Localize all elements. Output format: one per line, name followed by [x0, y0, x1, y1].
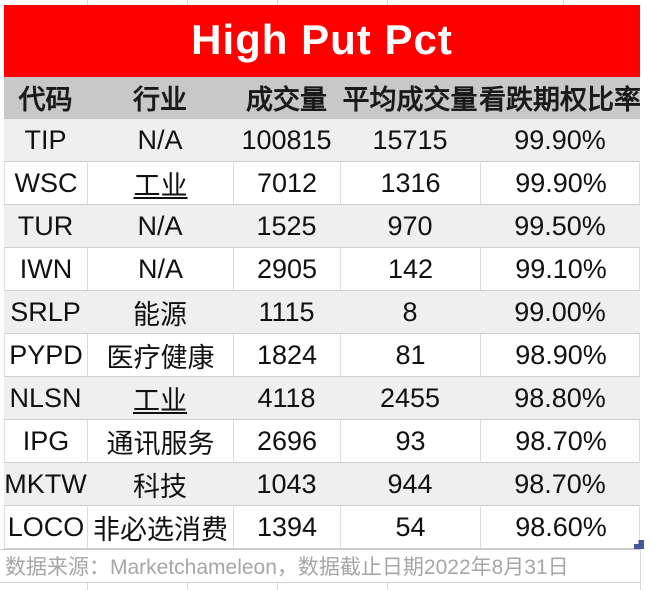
cell-volume: 2696: [234, 420, 341, 462]
cell-volume: 100815: [241, 124, 332, 155]
cell-industry: 非必选消费: [88, 506, 234, 548]
cell-volume: 1824: [234, 334, 341, 376]
cell-avg-volume: 970: [387, 210, 433, 241]
data-source-note: 数据来源：Marketchameleon，数据截止日期2022年8月31日: [0, 549, 640, 583]
column-header-volume: 成交量: [246, 85, 327, 115]
column-header-code: 代码: [18, 85, 73, 115]
table-row: TIP N/A 100815 15715 99.90%: [4, 119, 640, 162]
gridline: [87, 0, 88, 5]
cell-code: MKTW: [4, 468, 87, 499]
table-row: IWN N/A 2905 142 99.10%: [4, 248, 640, 291]
cell-put-pct: 98.80%: [514, 382, 606, 413]
industry-label: 医疗健康: [106, 342, 215, 373]
industry-label: 科技: [133, 471, 187, 502]
table-row: NLSN 工业 4118 2455 98.80%: [4, 377, 640, 420]
cell-volume: 1115: [258, 296, 315, 327]
cell-volume: 1525: [256, 210, 317, 241]
cell-put-pct: 99.90%: [515, 167, 607, 198]
gridline: [563, 0, 564, 5]
table-header-row: 代码 行业 成交量 平均成交量 看跌期权比率: [4, 77, 640, 119]
cell-code: NLSN: [9, 382, 82, 413]
cell-avg-volume: 1316: [341, 162, 481, 204]
table-title: High Put Pct: [4, 5, 640, 77]
cell-industry: 医疗健康: [88, 334, 234, 376]
table-body: TIP N/A 100815 15715 99.90% WSC 工业 7012 …: [4, 119, 640, 549]
industry-label: 能源: [133, 299, 187, 330]
industry-label: 工业: [133, 170, 188, 201]
cell-code: IWN: [5, 248, 88, 290]
cell-put-pct: 99.50%: [514, 210, 606, 241]
cell-industry: N/A: [87, 205, 233, 247]
table-row: MKTW 科技 1043 944 98.70%: [4, 463, 640, 506]
cell-avg-volume: 944: [387, 468, 433, 499]
column-header-put-pct: 看跌期权比率: [480, 85, 640, 115]
table-row: PYPD 医疗健康 1824 81 98.90%: [4, 334, 640, 377]
table-row: WSC 工业 7012 1316 99.90%: [4, 162, 640, 205]
cell-code: TUR: [17, 210, 74, 241]
cell-put-pct: 99.00%: [514, 296, 606, 327]
cell-avg-volume: 142: [341, 248, 481, 290]
cell-code: WSC: [5, 162, 88, 204]
high-put-pct-table: High Put Pct 代码 行业 成交量 平均成交量 看跌期权比率 TIP …: [4, 5, 640, 549]
cell-put-pct: 98.70%: [514, 468, 606, 499]
cell-industry: N/A: [87, 119, 233, 161]
gridline: [387, 0, 388, 5]
cell-code: IPG: [5, 420, 88, 462]
cell-avg-volume: 93: [341, 420, 481, 462]
gridline: [277, 583, 278, 590]
gridline: [87, 583, 88, 590]
cell-avg-volume: 15715: [372, 124, 448, 155]
industry-label: N/A: [137, 253, 183, 284]
industry-label: N/A: [137, 124, 183, 155]
gridline: [187, 583, 188, 590]
cell-put-pct: 98.90%: [515, 339, 607, 370]
fill-handle-marker: [634, 540, 644, 549]
table-row: TUR N/A 1525 970 99.50%: [4, 205, 640, 248]
cell-industry: 工业: [87, 377, 233, 419]
column-header-industry: 行业: [133, 85, 187, 115]
cell-avg-volume: 2455: [379, 382, 441, 413]
gridline: [387, 583, 388, 590]
cell-industry: 能源: [87, 291, 233, 333]
gridline: [640, 549, 641, 590]
gridline: [187, 0, 188, 5]
cell-code: LOCO: [5, 506, 88, 548]
cell-avg-volume: 54: [341, 506, 481, 548]
column-header-avg-volume: 平均成交量: [342, 85, 478, 115]
industry-label: 工业: [133, 385, 187, 416]
cell-avg-volume: 8: [402, 296, 418, 327]
table-row: SRLP 能源 1115 8 99.00%: [4, 291, 640, 334]
cell-industry: 通讯服务: [88, 420, 234, 462]
table-row: LOCO 非必选消费 1394 54 98.60%: [4, 506, 640, 549]
cell-volume: 1043: [256, 468, 317, 499]
cell-put-pct: 98.70%: [515, 425, 607, 456]
cell-code: SRLP: [10, 296, 81, 327]
cell-industry: 科技: [87, 463, 233, 505]
cell-put-pct: 98.60%: [515, 511, 607, 542]
industry-label: N/A: [137, 210, 183, 241]
table-row: IPG 通讯服务 2696 93 98.70%: [4, 420, 640, 463]
cell-volume: 2905: [234, 248, 341, 290]
industry-label: 通讯服务: [106, 428, 215, 459]
cell-volume: 1394: [234, 506, 341, 548]
cell-code: TIP: [24, 124, 67, 155]
cell-industry: N/A: [88, 248, 234, 290]
industry-label: 非必选消费: [93, 514, 228, 545]
cell-volume: 4118: [257, 382, 316, 413]
cell-volume: 7012: [234, 162, 341, 204]
gridline: [277, 0, 278, 5]
cell-put-pct: 99.10%: [515, 253, 607, 284]
cell-put-pct: 99.90%: [514, 124, 606, 155]
cell-avg-volume: 81: [341, 334, 481, 376]
cell-industry: 工业: [88, 162, 234, 204]
cell-code: PYPD: [5, 334, 88, 376]
